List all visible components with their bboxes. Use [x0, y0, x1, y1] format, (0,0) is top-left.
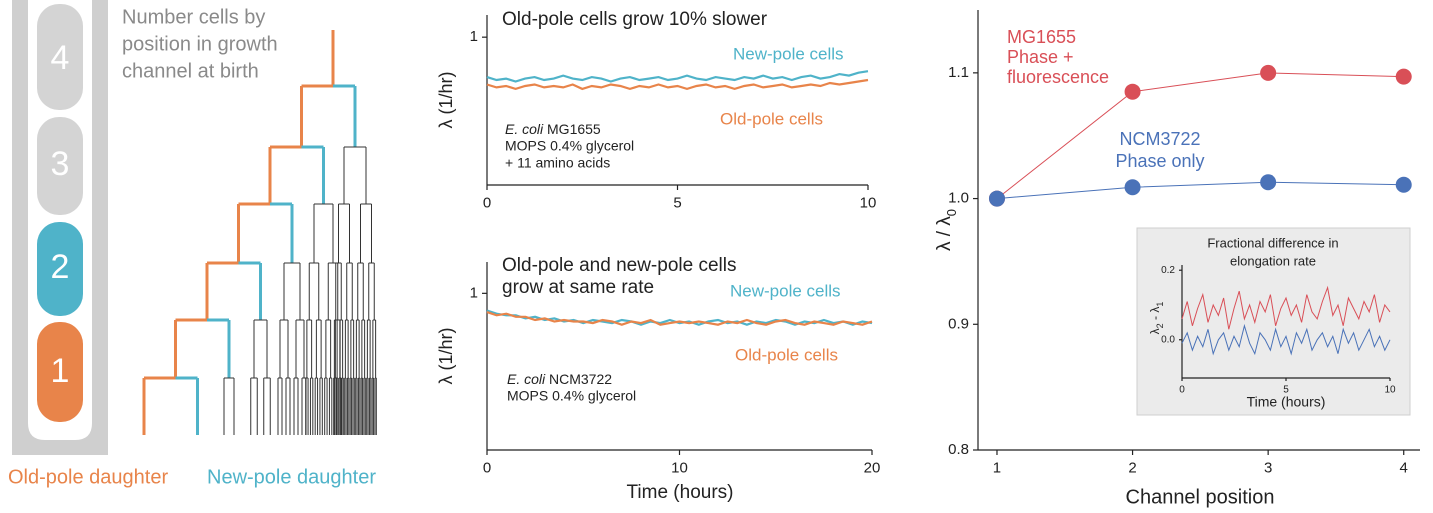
series-label: NCM3722 [1119, 129, 1200, 149]
x-axis-label: Time (hours) [627, 482, 734, 503]
annotation: E. coli MG1655 [505, 121, 601, 137]
y-tick-label: 1.0 [948, 190, 969, 207]
cell [37, 322, 83, 422]
annotation: E. coli NCM3722 [507, 371, 612, 387]
annotation: NCM3722 [545, 371, 612, 387]
chart-title: elongation rate [1230, 253, 1316, 268]
cell [37, 4, 83, 110]
y-axis-label: 0 [944, 209, 959, 216]
x-tick-label: 10 [1384, 385, 1396, 396]
cell-label: 2 [51, 248, 70, 286]
caption: Number cells by [122, 6, 265, 28]
caption: position in growth [122, 33, 278, 55]
x-tick-label: 10 [671, 459, 688, 476]
series-description: Phase + [1007, 47, 1074, 67]
y-axis-label: 2 [1155, 323, 1165, 328]
series-line [486, 309, 873, 326]
x-tick-label: 0 [1179, 385, 1185, 396]
y-axis-label: 1 [1155, 302, 1165, 307]
x-tick-label: 5 [673, 194, 681, 211]
x-tick-label: 2 [1128, 459, 1136, 476]
annotation: + 11 amino acids [505, 155, 610, 171]
marker [1260, 64, 1277, 81]
x-tick-label: 20 [864, 459, 881, 476]
y-tick-label: 1 [470, 28, 478, 45]
cell-label: 1 [51, 352, 70, 390]
y-tick-label: 0.2 [1161, 265, 1175, 276]
marker [1124, 83, 1141, 100]
series-line [1181, 323, 1391, 356]
annotation: MG1655 [543, 121, 601, 137]
y-axis-label: λ (1/hr) [436, 71, 456, 128]
y-tick-label: 0.9 [948, 315, 969, 332]
y-tick-label: 1 [470, 284, 478, 301]
annotation: E. coli [507, 371, 546, 387]
marker [1395, 176, 1412, 193]
marker [1395, 68, 1412, 85]
series-line [1181, 285, 1391, 330]
marker [988, 190, 1005, 207]
x-tick-label: 0 [483, 459, 491, 476]
y-axis-label: λ (1/hr) [436, 327, 456, 384]
series-description: fluorescence [1007, 67, 1109, 87]
series-description: Phase only [1115, 151, 1204, 171]
x-tick-label: 3 [1264, 459, 1272, 476]
chart-title: grow at same rate [502, 277, 654, 298]
series-label: Old-pole cells [720, 109, 823, 128]
cell-label: 3 [51, 145, 70, 183]
series-line [996, 72, 1404, 199]
x-tick-label: 5 [1283, 385, 1289, 396]
y-axis-label: λ2 - λ1 [1148, 302, 1165, 335]
chart-title: Old-pole cells grow 10% slower [502, 9, 768, 30]
series-label: Old-pole cells [735, 345, 838, 364]
marker [1124, 179, 1141, 196]
series-label: MG1655 [1007, 27, 1076, 47]
cell [37, 117, 83, 215]
series-label: New-pole cells [733, 44, 844, 63]
x-axis-label: Channel position [1126, 486, 1275, 508]
x-tick-label: 1 [993, 459, 1001, 476]
legend-label: New-pole daughter [207, 466, 376, 488]
chart-title: Fractional difference in [1207, 235, 1338, 250]
legend-label: Old-pole daughter [8, 466, 168, 488]
x-tick-label: 0 [483, 194, 491, 211]
y-tick-label: 1.1 [948, 64, 969, 81]
annotation: E. coli [505, 121, 544, 137]
y-axis-label: - λ [1148, 307, 1162, 324]
series-line [486, 311, 873, 326]
annotation: MOPS 0.4% glycerol [507, 388, 636, 404]
x-axis-label: Time (hours) [1247, 394, 1326, 410]
marker [1260, 174, 1277, 191]
annotation: MOPS 0.4% glycerol [505, 138, 634, 154]
channel: 4 3 2 1 [12, 0, 108, 455]
caption: channel at birth [122, 60, 259, 82]
series-line [486, 78, 869, 91]
x-tick-label: 4 [1400, 459, 1408, 476]
cell-label: 4 [51, 39, 70, 77]
chart-title: Old-pole and new-pole cells [502, 255, 736, 276]
y-tick-label: 0.8 [948, 441, 969, 458]
series-label: New-pole cells [730, 281, 841, 300]
y-tick-label: 0.0 [1161, 334, 1175, 345]
series-line [996, 181, 1404, 200]
lineage-tree [142, 30, 377, 435]
y-axis-label: λ / λ [934, 216, 955, 251]
cell [37, 222, 83, 316]
series-line [486, 70, 869, 83]
y-axis-label: λ [1148, 328, 1162, 334]
x-tick-label: 10 [860, 194, 877, 211]
y-axis-label: λ / λ0 [934, 209, 959, 251]
